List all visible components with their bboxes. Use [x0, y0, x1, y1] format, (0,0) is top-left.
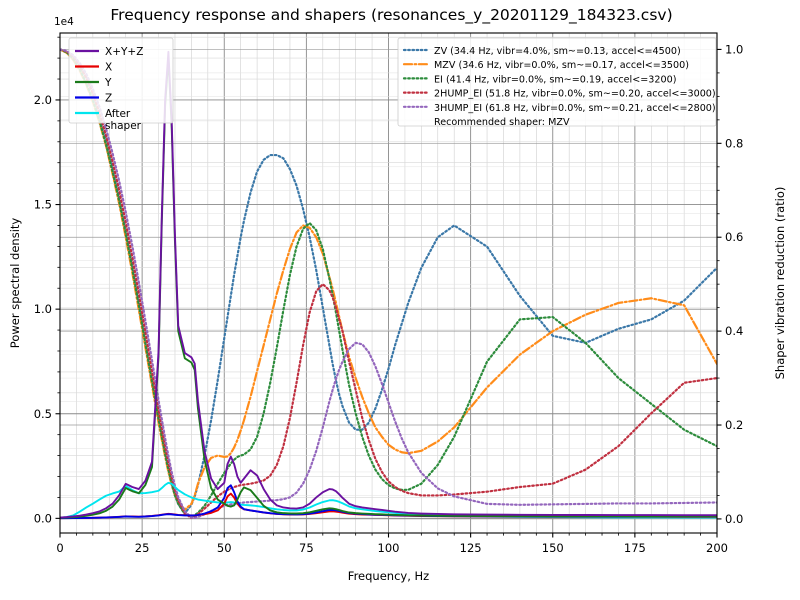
series-y — [60, 57, 717, 519]
x-axis-label: Frequency, Hz — [348, 569, 429, 583]
x-tick-label: 50 — [217, 541, 232, 555]
shaper-legend-label: ZV (34.4 Hz, vibr=4.0%, sm~=0.13, accel<… — [434, 46, 681, 57]
psd-legend-label: Y — [104, 77, 112, 89]
y-right-axis-label: Shaper vibration reduction (ratio) — [773, 187, 787, 380]
x-tick-label: 200 — [706, 541, 728, 555]
y-right-tick-label: 0.0 — [725, 512, 743, 526]
psd-legend-label: Z — [105, 93, 112, 105]
psd-legend-label: shaper — [105, 120, 142, 132]
y-left-tick-label: 1.5 — [34, 198, 52, 212]
series-2hump-ei — [60, 48, 717, 520]
shaper-legend-label: 2HUMP_EI (51.8 Hz, vibr=0.0%, sm~=0.20, … — [434, 89, 716, 100]
shaper-legend-label: EI (41.4 Hz, vibr=0.0%, sm~=0.19, accel<… — [434, 74, 676, 85]
series-layer — [60, 48, 717, 520]
psd-legend-item[interactable]: Y — [75, 77, 112, 89]
x-tick-label: 175 — [624, 541, 646, 555]
axes-frame: 0 25 50 75 100 125 150 175 200 Frequency, Hz 0.0 0.… — [8, 16, 787, 583]
y-left-tick-label: 0.5 — [34, 407, 52, 421]
psd-legend-item[interactable]: X+Y+Z — [75, 46, 143, 58]
x-tick-label: 150 — [542, 541, 564, 555]
shaper-legend-item[interactable]: MZV (34.6 Hz, vibr=0.0%, sm~=0.17, accel… — [402, 60, 689, 71]
shaper-legend-item[interactable]: ZV (34.4 Hz, vibr=4.0%, sm~=0.13, accel<… — [402, 46, 681, 57]
y-left-tick-label: 2.0 — [34, 93, 52, 107]
psd-legend-label: X+Y+Z — [105, 46, 143, 58]
page-title: Frequency response and shapers (resonanc… — [110, 6, 672, 25]
x-tick-label: 100 — [378, 541, 400, 555]
shaper-legend-item[interactable]: 3HUMP_EI (61.8 Hz, vibr=0.0%, sm~=0.21, … — [402, 103, 716, 114]
x-tick-label: 125 — [460, 541, 482, 555]
y-axis-offset-label: 1e4 — [54, 16, 74, 28]
shaper-legend-item[interactable]: 2HUMP_EI (51.8 Hz, vibr=0.0%, sm~=0.20, … — [402, 89, 716, 100]
shaper-legend-label: 3HUMP_EI (61.8 Hz, vibr=0.0%, sm~=0.21, … — [434, 103, 716, 114]
series-3hump-ei — [60, 48, 717, 520]
x-tick-label: 0 — [56, 541, 63, 555]
x-tick-label: 25 — [135, 541, 150, 555]
psd-legend-label: After — [105, 108, 131, 120]
y-right-tick-label: 0.8 — [725, 136, 743, 150]
y-right-tick-label: 0.6 — [725, 230, 743, 244]
x-tick-label: 75 — [299, 541, 314, 555]
y-right-tick-label: 0.2 — [725, 418, 743, 432]
psd-legend-label: X — [105, 62, 112, 74]
y-right-tick-label: 0.4 — [725, 324, 743, 338]
shaper-legend-label: MZV (34.6 Hz, vibr=0.0%, sm~=0.17, accel… — [434, 60, 689, 71]
y-left-tick-label: 1.0 — [34, 302, 52, 316]
series-x-y-z — [60, 50, 717, 519]
y-left-axis-label: Power spectral density — [8, 218, 22, 349]
psd-legend-item[interactable]: Z — [75, 93, 112, 105]
psd-legend-item[interactable]: X — [75, 62, 112, 74]
y-right-tick-label: 1.0 — [725, 42, 743, 56]
shaper-legend-item[interactable]: EI (41.4 Hz, vibr=0.0%, sm~=0.19, accel<… — [402, 74, 676, 85]
recommended-shaper-text: Recommended shaper: MZV — [434, 117, 570, 128]
shaper-legend[interactable]: ZV (34.4 Hz, vibr=4.0%, sm~=0.13, accel<… — [397, 37, 717, 128]
y-left-tick-label: 0.0 — [34, 511, 52, 525]
